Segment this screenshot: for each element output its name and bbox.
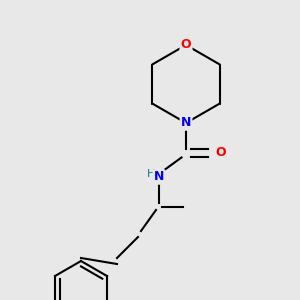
- Text: N: N: [154, 170, 164, 184]
- Text: O: O: [181, 38, 191, 52]
- Text: O: O: [215, 146, 226, 160]
- Text: H: H: [147, 169, 156, 179]
- Text: N: N: [181, 116, 191, 130]
